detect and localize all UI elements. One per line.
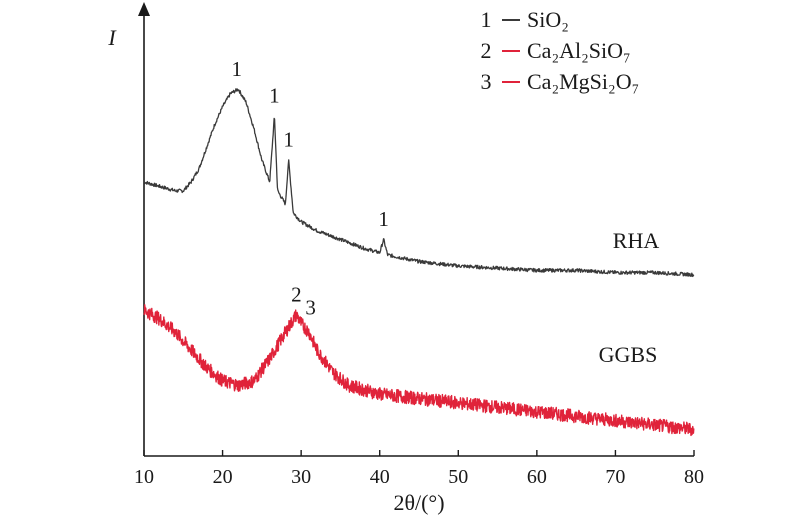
peak-label: 1 xyxy=(269,83,280,107)
x-tick-label: 80 xyxy=(684,466,704,488)
x-tick-label: 10 xyxy=(134,466,154,488)
series-labels: RHA GGBS xyxy=(599,228,660,367)
x-tick-label: 50 xyxy=(448,466,468,488)
legend-marker: 3 xyxy=(481,69,492,94)
legend: 1 SiO₂ 2 Ca₂Al₂SiO₇ 3 Ca₂MgSi₂O₇ xyxy=(481,7,640,94)
x-tick-label: 40 xyxy=(370,466,390,488)
x-tick-label: 30 xyxy=(291,466,311,488)
legend-label: Ca₂Al₂SiO₇ xyxy=(527,38,631,63)
peak-label: 1 xyxy=(378,207,389,231)
series-line-rha xyxy=(143,88,695,278)
x-tick-label: 20 xyxy=(213,466,233,488)
x-tick-label: 60 xyxy=(527,466,547,488)
legend-label: SiO₂ xyxy=(527,7,569,32)
x-axis-label: 2θ/(°) xyxy=(393,490,444,515)
series-label-ggbs: GGBS xyxy=(599,342,658,367)
peak-label: 1 xyxy=(231,57,242,81)
peak-label: 3 xyxy=(305,296,316,320)
legend-marker: 1 xyxy=(481,7,492,32)
axes xyxy=(138,2,694,457)
series-group xyxy=(143,88,695,437)
x-tick-label: 70 xyxy=(605,466,625,488)
y-axis-arrow xyxy=(138,2,150,16)
legend-marker: 2 xyxy=(481,38,492,63)
series-label-rha: RHA xyxy=(613,228,660,253)
series-line-ggbs xyxy=(143,304,695,437)
x-ticks: 10 20 30 40 50 60 70 80 xyxy=(134,450,704,488)
legend-label: Ca₂MgSi₂O₇ xyxy=(527,69,639,94)
peak-label: 2 xyxy=(291,282,302,306)
peak-label: 1 xyxy=(283,128,294,152)
y-axis-label: I xyxy=(107,25,117,50)
